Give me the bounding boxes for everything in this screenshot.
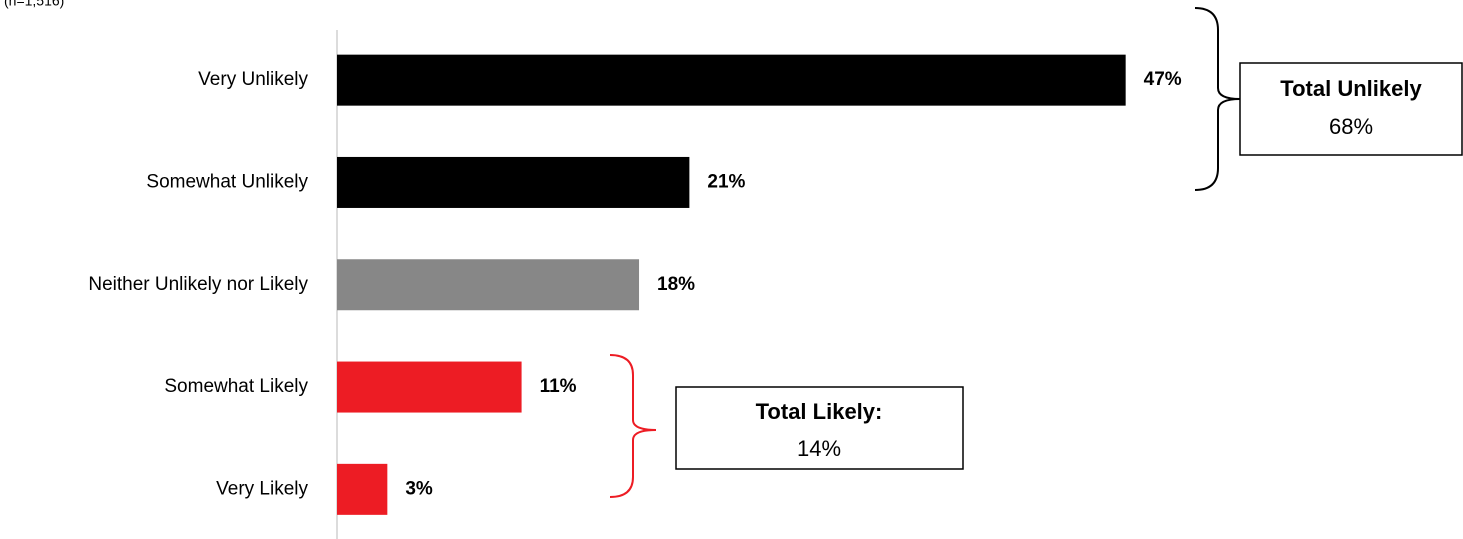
category-label: Somewhat Unlikely (146, 171, 308, 192)
annotation-title: Total Likely: (756, 399, 883, 424)
data-label: 18% (657, 274, 695, 295)
annotation-box (1239, 62, 1463, 156)
subtitle: (n=1,516) (4, 0, 64, 9)
category-label: Somewhat Likely (164, 376, 308, 397)
data-label: 21% (707, 171, 745, 192)
bar (337, 259, 640, 311)
annotation-box (675, 386, 964, 470)
annotation-text: 68% (1329, 114, 1373, 139)
data-label: 47% (1144, 69, 1182, 90)
annotation-title: Total Unlikely (1280, 76, 1422, 101)
bar (337, 361, 522, 413)
bar (337, 463, 388, 515)
annotation-text: 14% (797, 436, 841, 461)
category-label: Very Likely (216, 478, 308, 499)
bar (337, 54, 1126, 106)
bracket (1194, 7, 1241, 191)
data-label: 11% (540, 376, 577, 397)
bracket (609, 354, 657, 498)
data-label: 3% (405, 478, 433, 499)
category-label: Very Unlikely (198, 69, 308, 90)
bar (337, 156, 690, 208)
category-label: Neither Unlikely nor Likely (88, 274, 308, 295)
